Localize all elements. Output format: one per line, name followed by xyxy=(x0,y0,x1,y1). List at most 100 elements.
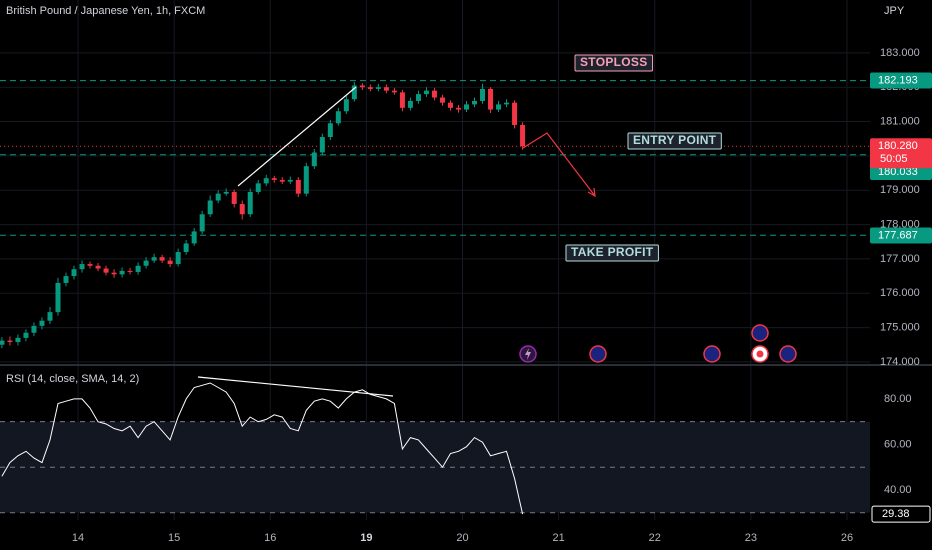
candle-body xyxy=(423,90,429,95)
projection-arrow xyxy=(522,132,596,197)
x-tick-label: 15 xyxy=(168,532,180,544)
candle-body xyxy=(55,282,61,313)
candle-body xyxy=(23,332,29,338)
price-label-box xyxy=(870,72,932,89)
y-tick-label: 181.000 xyxy=(880,115,920,127)
candle-body xyxy=(135,265,141,272)
candle-body xyxy=(391,90,397,93)
candle-body xyxy=(127,270,133,272)
candle-body xyxy=(415,94,421,101)
rsi-tick-label: 40.00 xyxy=(884,484,912,496)
candle-body xyxy=(439,97,445,103)
rsi-value-label: 29.38 xyxy=(882,508,910,520)
candle-body xyxy=(271,178,277,180)
rsi-tick-label: 80.00 xyxy=(884,393,912,405)
candle-body xyxy=(375,87,381,89)
x-tick-label: 22 xyxy=(649,532,661,544)
x-tick-label: 26 xyxy=(841,532,853,544)
candle-body xyxy=(319,137,325,153)
candle-body xyxy=(512,102,518,125)
candle-body xyxy=(463,104,469,110)
candle-body xyxy=(472,100,478,105)
candle-body xyxy=(431,90,437,98)
price-label: 177.687 xyxy=(878,229,918,241)
candle-body xyxy=(103,268,109,273)
candle-body xyxy=(223,191,229,194)
candle-body xyxy=(183,243,189,253)
candle-body xyxy=(520,124,526,147)
candle-body xyxy=(311,152,317,167)
candle-body xyxy=(303,166,309,194)
x-tick-label: 23 xyxy=(745,532,757,544)
currency: JPY xyxy=(884,5,905,17)
candle-body xyxy=(335,111,341,124)
y-tick-label: 175.000 xyxy=(880,321,920,333)
candle-body xyxy=(79,264,85,270)
candle-body xyxy=(0,340,5,345)
candle-body xyxy=(480,88,486,101)
candle-body xyxy=(496,104,502,110)
candle-body xyxy=(239,203,245,215)
candle-body xyxy=(343,99,349,112)
candle-body xyxy=(167,260,173,265)
candle-body xyxy=(87,264,93,266)
candle-body xyxy=(231,191,237,204)
marks xyxy=(0,82,526,515)
candle-body xyxy=(287,179,293,182)
candle-body xyxy=(407,100,413,108)
x-tick-label: 20 xyxy=(456,532,468,544)
candle-body xyxy=(119,270,125,275)
candle-body xyxy=(367,87,373,89)
chart-title: British Pound / Japanese Yen, 1h, FXCM xyxy=(6,5,205,17)
y-tick-label: 176.000 xyxy=(880,287,920,299)
level-annotation: STOPLOSS xyxy=(580,55,648,69)
candle-body xyxy=(7,340,13,342)
candle-body xyxy=(447,102,453,108)
candle-body xyxy=(279,179,285,182)
level-annotation: TAKE PROFIT xyxy=(571,245,654,259)
event-icon[interactable] xyxy=(703,345,721,363)
candle-body xyxy=(63,276,69,283)
candle-body xyxy=(488,88,494,110)
candle-body xyxy=(39,320,45,326)
rsi-band xyxy=(0,80,870,514)
candle-body xyxy=(455,107,461,110)
candle-body xyxy=(31,325,37,333)
candle-body xyxy=(399,92,405,108)
candle-body xyxy=(504,102,510,105)
rsi-tick-label: 60.00 xyxy=(884,438,912,450)
candle-body xyxy=(255,183,261,192)
price-label-box xyxy=(870,227,932,244)
candle-body xyxy=(47,312,53,321)
event-icon[interactable] xyxy=(751,324,769,342)
y-tick-label: 179.000 xyxy=(880,184,920,196)
candle-body xyxy=(327,123,333,138)
candle-body xyxy=(191,231,197,244)
y-tick-label: 177.000 xyxy=(880,253,920,265)
candle-body xyxy=(383,87,389,91)
candle-body xyxy=(263,178,269,184)
event-icon[interactable] xyxy=(779,345,797,363)
candle-body xyxy=(151,257,157,261)
candle-body xyxy=(215,193,221,201)
rsi-title: RSI (14, close, SMA, 14, 2) xyxy=(6,373,139,385)
candle-body xyxy=(351,85,357,100)
candle-body xyxy=(71,269,77,277)
rsi-trend-line xyxy=(197,376,394,397)
arrow-head xyxy=(587,187,596,198)
candle-body xyxy=(159,257,165,261)
price-label: 182.193 xyxy=(878,74,918,86)
annotation-box xyxy=(565,244,659,262)
x-tick-label: 14 xyxy=(72,532,84,544)
candle-body xyxy=(199,214,205,232)
candle-body xyxy=(15,337,21,342)
candle-body xyxy=(207,200,213,215)
y-tick-label: 174.000 xyxy=(880,356,920,368)
rsi-line xyxy=(1,382,524,515)
last-price-box xyxy=(870,138,932,169)
x-tick-label: 21 xyxy=(552,532,564,544)
event-icons[interactable] xyxy=(519,324,797,363)
trend-line xyxy=(237,86,357,187)
x-tick-label: 16 xyxy=(264,532,276,544)
event-icon[interactable] xyxy=(589,345,607,363)
